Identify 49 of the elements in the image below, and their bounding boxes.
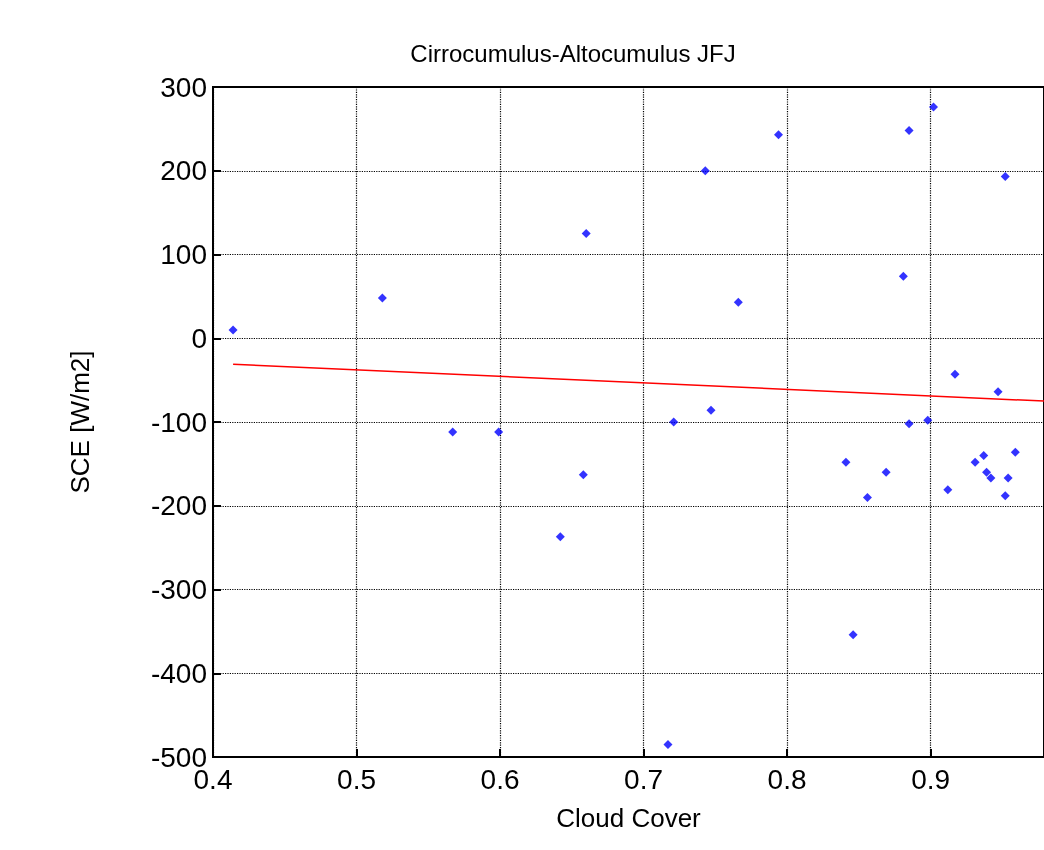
point [669,417,679,427]
point [982,467,992,477]
point [494,427,504,437]
point [979,451,989,460]
point [943,485,953,495]
point [841,457,851,467]
point [950,369,960,379]
point [663,739,673,749]
y-tick-label: -400 [150,657,207,689]
y-tick-label: -300 [150,574,207,605]
y-tick-label: -100 [150,406,207,438]
y-tick-label: 0 [191,322,207,354]
y-tick-label: 100 [160,239,207,270]
point [904,126,914,136]
point [898,271,908,281]
y-axis-title: SCE [W/m2] [65,350,95,494]
point [1000,172,1010,182]
point [377,293,387,303]
point [881,467,891,477]
point [970,457,980,467]
point [733,297,743,307]
point [706,405,716,415]
y-tick-label: 300 [160,71,207,103]
point [555,532,565,542]
x-tick-label: 0.6 [480,763,520,795]
point [1003,473,1013,483]
point [1000,491,1010,501]
point [923,415,933,425]
point [986,473,996,483]
point [581,229,591,239]
point [848,630,858,640]
x-tick-label: 0.9 [911,763,951,795]
y-tick-label: -200 [150,490,207,522]
chart-title: Cirrocumulus-Altocumulus JFJ [410,39,736,67]
point [578,470,588,480]
point [928,102,938,112]
point [904,419,914,429]
x-axis-title: Cloud Cover [556,803,702,833]
point [228,325,238,335]
point [773,130,783,140]
point [448,427,458,437]
point [862,492,872,502]
x-tick-label: 0.7 [624,763,664,795]
y-tick-label: 200 [160,155,207,187]
point [993,387,1003,397]
point [700,166,710,176]
x-tick-label: 0.8 [767,763,807,795]
point [1010,447,1020,457]
x-tick-label: 0.5 [337,763,376,795]
